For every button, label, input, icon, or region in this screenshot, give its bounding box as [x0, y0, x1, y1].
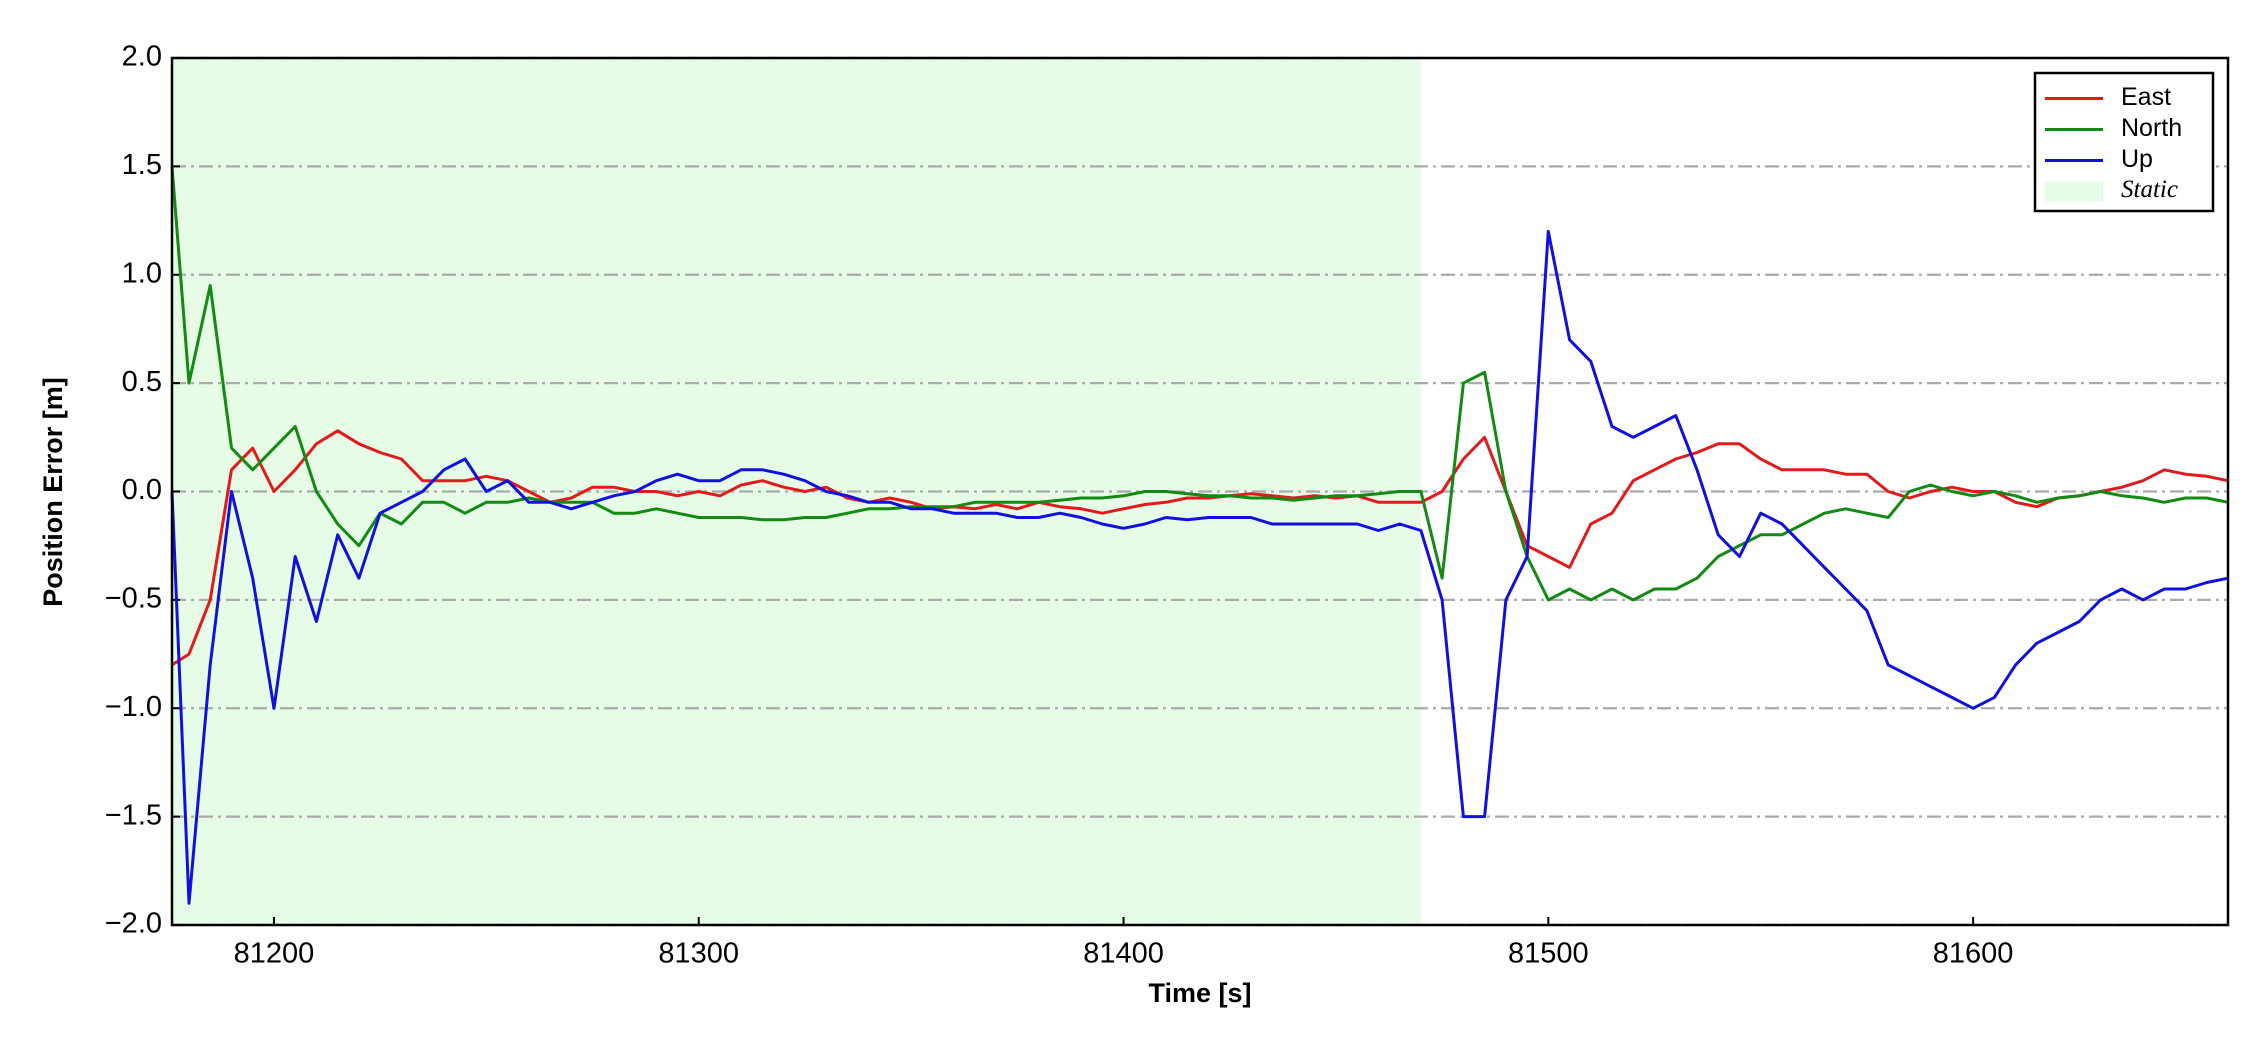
legend-label: East: [2121, 83, 2171, 111]
y-tick-label: −2.0: [105, 908, 162, 940]
legend-label: Static: [2121, 176, 2178, 203]
series-line: [170, 166, 2229, 602]
plot-frame: [170, 56, 2230, 927]
legend-label: North: [2121, 114, 2182, 142]
y-tick-label: −1.5: [105, 799, 162, 831]
y-tick-label: 2.0: [122, 41, 162, 73]
legend: East North Up Static: [2033, 71, 2215, 213]
x-tick-label: 81200: [234, 938, 315, 970]
x-tick-label: 81400: [1083, 938, 1164, 970]
y-tick-label: 1.0: [122, 257, 162, 289]
x-axis-label: Time [s]: [1148, 978, 1251, 1008]
y-tick-label: 0.5: [122, 366, 162, 398]
x-tick-label: 81500: [1508, 938, 1589, 970]
legend-swatch: [2045, 181, 2103, 202]
y-tick-label: −1.0: [105, 691, 162, 723]
y-tick-label: 1.5: [122, 149, 162, 181]
series-line: [170, 229, 2229, 905]
y-tick-label: 0.0: [122, 474, 162, 506]
x-tick-label: 81300: [658, 938, 739, 970]
y-tick-label: −0.5: [105, 583, 162, 615]
x-tick-label: 81600: [1933, 938, 2014, 970]
y-axis-label: Position Error [m]: [38, 377, 68, 607]
legend-label: Up: [2121, 145, 2153, 173]
